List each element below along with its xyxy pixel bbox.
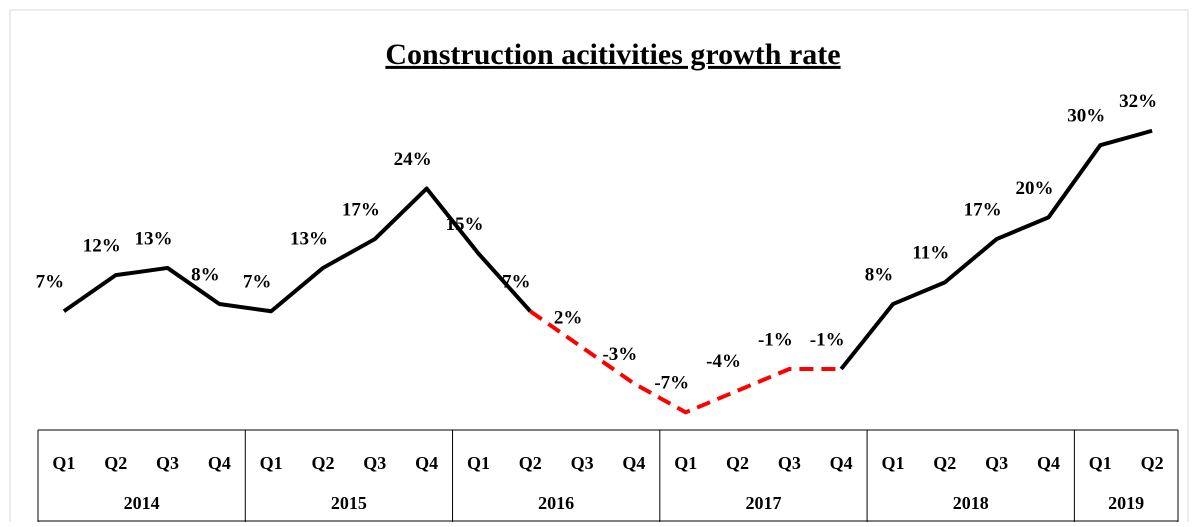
x-tick-label: Q2	[933, 453, 956, 473]
data-label: -1%	[810, 329, 845, 350]
x-tick-label: Q3	[778, 453, 801, 473]
data-label: 17%	[964, 199, 1002, 220]
data-label: 7%	[36, 272, 65, 293]
group-label: 2016	[538, 493, 574, 513]
x-tick-label: Q2	[311, 453, 334, 473]
chart-title: Construction acitivities growth rate	[385, 38, 840, 71]
x-tick-label: Q1	[52, 453, 75, 473]
data-label: -3%	[602, 344, 637, 365]
data-label: -7%	[654, 373, 689, 394]
x-tick-label: Q2	[519, 453, 542, 473]
x-tick-label: Q2	[726, 453, 749, 473]
data-label: 30%	[1067, 106, 1105, 127]
data-label: -4%	[706, 351, 741, 372]
data-label: 2%	[554, 308, 583, 329]
x-tick-label: Q4	[1037, 453, 1060, 473]
x-tick-label: Q1	[260, 453, 283, 473]
group-label: 2019	[1108, 493, 1144, 513]
data-label: 32%	[1119, 91, 1157, 112]
data-label: -1%	[758, 329, 793, 350]
group-label: 2017	[745, 493, 781, 513]
data-label: 11%	[912, 243, 949, 264]
x-tick-label: Q1	[674, 453, 697, 473]
x-tick-label: Q3	[571, 453, 594, 473]
group-label: 2015	[331, 493, 367, 513]
x-tick-label: Q2	[104, 453, 127, 473]
x-tick-label: Q3	[985, 453, 1008, 473]
data-label: 8%	[191, 264, 220, 285]
line-series	[62, 128, 1153, 371]
x-tick-label: Q4	[415, 453, 438, 473]
group-label: 2014	[124, 493, 160, 513]
x-tick-label: Q2	[1141, 453, 1164, 473]
data-label: 12%	[83, 236, 121, 257]
data-label: 13%	[290, 228, 328, 249]
data-label: 7%	[243, 272, 272, 293]
x-tick-label: Q1	[881, 453, 904, 473]
data-label: 20%	[1015, 178, 1053, 199]
data-label: 15%	[445, 214, 483, 235]
data-label: 24%	[394, 149, 432, 170]
data-label: 17%	[342, 199, 380, 220]
x-tick-label: Q3	[156, 453, 179, 473]
x-tick-label: Q1	[467, 453, 490, 473]
data-label: 13%	[135, 228, 173, 249]
x-tick-label: Q4	[208, 453, 231, 473]
data-label: 7%	[502, 272, 531, 293]
x-tick-label: Q4	[830, 453, 853, 473]
data-label: 8%	[865, 264, 894, 285]
x-tick-label: Q3	[363, 453, 386, 473]
x-tick-label: Q1	[1089, 453, 1112, 473]
line-series	[529, 309, 842, 415]
chart-border	[9, 9, 1189, 527]
group-label: 2018	[953, 493, 989, 513]
x-tick-label: Q4	[622, 453, 645, 473]
